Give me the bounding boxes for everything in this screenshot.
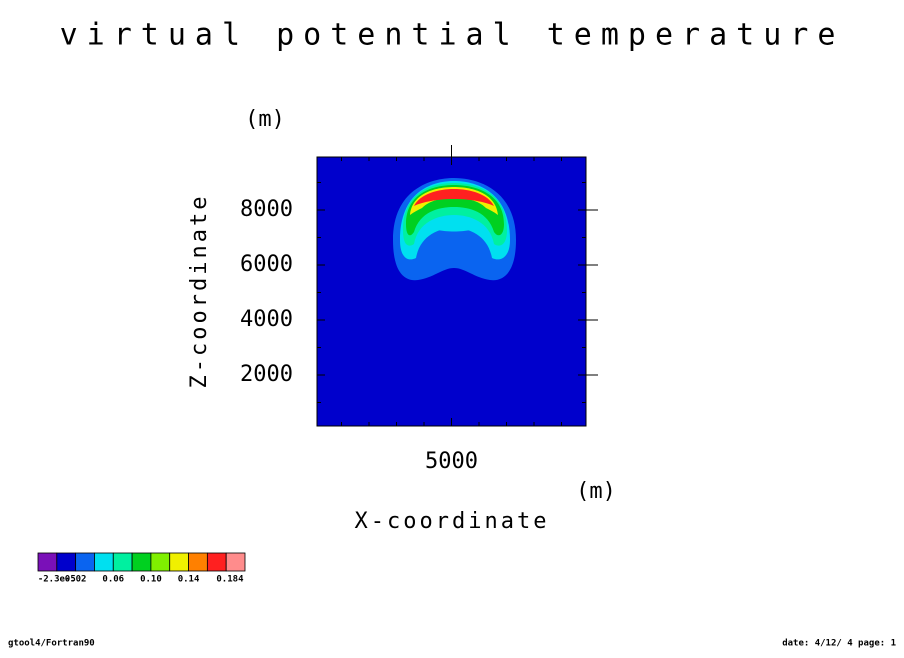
- colorbar-swatch: [150, 552, 171, 572]
- contour-region: [438, 225, 470, 232]
- colorbar-swatch: [131, 552, 152, 572]
- chart-title: virtual potential temperature: [60, 18, 845, 53]
- y-tick-label: 4000: [240, 307, 293, 332]
- footer-left: gtool4/Fortran90: [8, 639, 95, 649]
- colorbar-swatch: [169, 552, 189, 572]
- colorbar-label: 0.06: [102, 575, 124, 585]
- colorbar-swatch: [75, 552, 95, 572]
- colorbar-label: 0.14: [178, 575, 200, 585]
- colorbar-label: 0.10: [140, 575, 162, 585]
- colorbar-swatch: [112, 552, 133, 572]
- y-tick-label: 2000: [240, 362, 293, 387]
- y-tick-label: 6000: [240, 252, 293, 277]
- y-tick-label: 8000: [240, 197, 293, 222]
- contour-field: [317, 157, 586, 426]
- colorbar-label: 0.02: [65, 575, 87, 585]
- colorbar-swatch: [206, 552, 227, 572]
- footer-right: date: 4/12/ 4 page: 1: [782, 639, 896, 649]
- colorbar-label: -2.3e-5: [38, 575, 76, 585]
- colorbar-label: 0.184: [216, 575, 244, 585]
- colorbar-swatch: [56, 552, 77, 572]
- x-axis-label: X-coordinate: [355, 509, 550, 534]
- colorbar-swatch: [94, 552, 114, 572]
- y-axis-label: Z-coordinate: [187, 194, 212, 389]
- colorbar-swatch: [188, 552, 208, 572]
- contour-region: [414, 189, 494, 206]
- y-unit: (m): [245, 107, 285, 132]
- x-unit: (m): [576, 479, 616, 504]
- x-tick-label: 5000: [425, 449, 478, 474]
- colorbar-swatch: [37, 552, 58, 572]
- colorbar-swatch: [225, 552, 246, 572]
